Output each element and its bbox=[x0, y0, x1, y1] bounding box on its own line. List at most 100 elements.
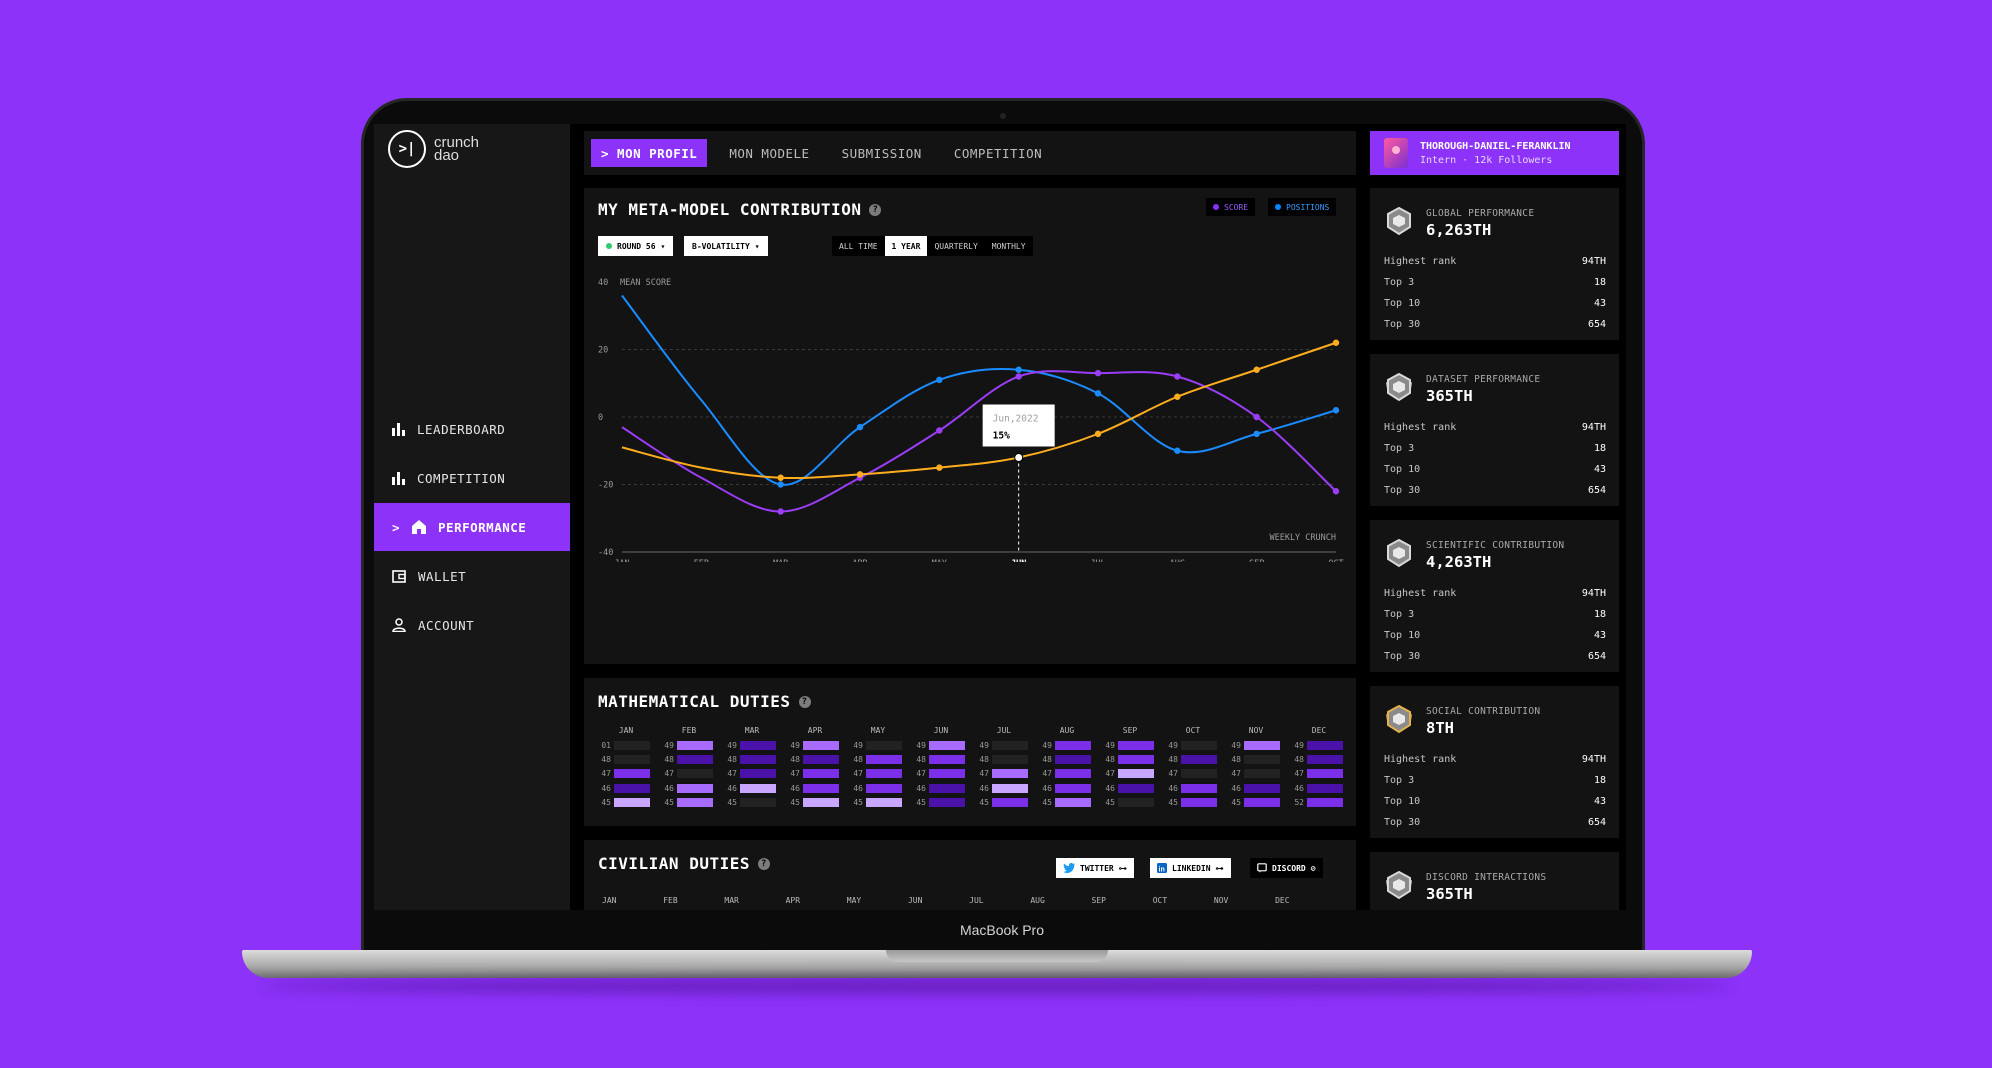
tab-competition[interactable]: COMPETITION bbox=[953, 145, 1043, 161]
sidebar-item-performance[interactable]: > PERFORMANCE bbox=[374, 503, 570, 551]
range-1-year[interactable]: 1 YEAR bbox=[884, 236, 928, 256]
heatmap-cell[interactable] bbox=[866, 798, 902, 808]
heatmap-cell[interactable] bbox=[1307, 798, 1343, 808]
twitter-link[interactable]: TWITTER ⊶ bbox=[1056, 858, 1134, 878]
heatmap-cell[interactable] bbox=[1244, 783, 1280, 793]
heatmap-cell[interactable] bbox=[614, 769, 650, 779]
linkedin-link[interactable]: in LINKEDIN ⊶ bbox=[1150, 858, 1231, 878]
heatmap-cell[interactable] bbox=[1181, 740, 1217, 750]
heatmap-cell[interactable] bbox=[614, 740, 650, 750]
heatmap-cell[interactable] bbox=[1055, 769, 1091, 779]
heatmap-row: 48 bbox=[724, 752, 784, 766]
heatmap-cell[interactable] bbox=[1244, 769, 1280, 779]
heatmap-cell[interactable] bbox=[740, 755, 776, 765]
heatmap-cell[interactable] bbox=[866, 783, 902, 793]
heatmap-row-label: 48 bbox=[727, 755, 737, 765]
sidebar-item-account[interactable]: ACCOUNT bbox=[374, 601, 570, 649]
legend-positions[interactable]: POSITIONS bbox=[1268, 198, 1337, 216]
data-point bbox=[1174, 373, 1181, 380]
round-select[interactable]: ROUND 56 ▾ bbox=[598, 236, 674, 256]
chevron-right-icon: > bbox=[392, 519, 401, 535]
heatmap-cell[interactable] bbox=[677, 783, 713, 793]
help-icon[interactable]: ? bbox=[798, 695, 811, 708]
heatmap-cell[interactable] bbox=[929, 798, 965, 808]
range-all-time[interactable]: ALL TIME bbox=[839, 241, 878, 251]
discord-link[interactable]: DISCORD ⊘ bbox=[1250, 858, 1323, 878]
help-icon[interactable]: ? bbox=[869, 203, 882, 216]
heatmap-cell[interactable] bbox=[992, 783, 1028, 793]
heatmap-cell[interactable] bbox=[1118, 740, 1154, 750]
heatmap-cell[interactable] bbox=[677, 769, 713, 779]
profile-header[interactable]: THOROUGH-DANIEL-FERANKLIN Intern · 12k F… bbox=[1370, 131, 1619, 175]
heatmap-cell[interactable] bbox=[1181, 783, 1217, 793]
heatmap-cell[interactable] bbox=[614, 798, 650, 808]
heatmap-cell[interactable] bbox=[614, 783, 650, 793]
data-point bbox=[1253, 366, 1260, 373]
heatmap-cell[interactable] bbox=[1055, 798, 1091, 808]
range-quarterly[interactable]: QUARTERLY bbox=[934, 241, 978, 251]
heatmap-cell[interactable] bbox=[1307, 755, 1343, 765]
heatmap-cell[interactable] bbox=[866, 740, 902, 750]
civil-month-label: FEB bbox=[663, 896, 678, 905]
heatmap-cell[interactable] bbox=[1118, 755, 1154, 765]
heatmap-cell[interactable] bbox=[1181, 769, 1217, 779]
legend-score[interactable]: SCORE bbox=[1206, 198, 1256, 216]
heatmap-cell[interactable] bbox=[1181, 755, 1217, 765]
heatmap-cell[interactable] bbox=[740, 783, 776, 793]
heatmap-cell[interactable] bbox=[803, 783, 839, 793]
heatmap-cell[interactable] bbox=[1118, 769, 1154, 779]
heatmap-cell[interactable] bbox=[803, 755, 839, 765]
sidebar-item-leaderboard[interactable]: LEADERBOARD bbox=[374, 405, 570, 453]
heatmap-cell[interactable] bbox=[1055, 755, 1091, 765]
card-stat-row: Top 3 18 bbox=[1384, 609, 1606, 630]
heatmap-cell[interactable] bbox=[1307, 769, 1343, 779]
heatmap-cell[interactable] bbox=[1307, 740, 1343, 750]
heatmap-cell[interactable] bbox=[803, 798, 839, 808]
heatmap-cell[interactable] bbox=[929, 783, 965, 793]
stat-card[interactable]: DISCORD INTERACTIONS 365TH bbox=[1370, 852, 1619, 910]
tab-mon-modele[interactable]: MON MODELE bbox=[729, 145, 810, 161]
heatmap-cell[interactable] bbox=[1055, 740, 1091, 750]
stat-card[interactable]: DATASET PERFORMANCE 365TH Highest rank 94TH… bbox=[1370, 354, 1619, 506]
sidebar-item-wallet[interactable]: WALLET bbox=[374, 552, 570, 600]
heatmap-cell[interactable] bbox=[677, 798, 713, 808]
heatmap-cell[interactable] bbox=[929, 740, 965, 750]
heatmap-cell[interactable] bbox=[1307, 783, 1343, 793]
heatmap-cell[interactable] bbox=[992, 755, 1028, 765]
heatmap-cell[interactable] bbox=[866, 755, 902, 765]
heatmap-cell[interactable] bbox=[929, 769, 965, 779]
help-icon[interactable]: ? bbox=[758, 857, 770, 870]
heatmap-cell[interactable] bbox=[1244, 740, 1280, 750]
heatmap-cell[interactable] bbox=[740, 798, 776, 808]
heatmap-cell[interactable] bbox=[1244, 755, 1280, 765]
heatmap-cell[interactable] bbox=[1055, 783, 1091, 793]
heatmap-cell[interactable] bbox=[740, 769, 776, 779]
heatmap-cell[interactable] bbox=[614, 755, 650, 765]
heatmap-cell[interactable] bbox=[1118, 798, 1154, 808]
round-value: ROUND 56 bbox=[617, 241, 656, 251]
stat-card[interactable]: GLOBAL PERFORMANCE 6,263TH Highest rank 94T… bbox=[1370, 188, 1619, 340]
heatmap-cell[interactable] bbox=[803, 740, 839, 750]
heatmap-cell[interactable] bbox=[992, 798, 1028, 808]
range-monthly[interactable]: MONTHLY bbox=[991, 241, 1026, 251]
heatmap-row-label: 47 bbox=[1168, 769, 1178, 779]
logo[interactable]: >| crunch dao bbox=[388, 130, 479, 168]
tab-mon-profil[interactable]: > MON PROFIL bbox=[591, 139, 708, 167]
heatmap-cell[interactable] bbox=[677, 755, 713, 765]
unlink-icon: ⊘ bbox=[1310, 863, 1316, 873]
heatmap-cell[interactable] bbox=[1181, 798, 1217, 808]
heatmap-cell[interactable] bbox=[677, 740, 713, 750]
heatmap-cell[interactable] bbox=[803, 769, 839, 779]
stat-card[interactable]: SOCIAL CONTRIBUTION 8TH Highest rank 94TH To… bbox=[1370, 686, 1619, 838]
sidebar-item-competition[interactable]: COMPETITION bbox=[374, 454, 570, 502]
heatmap-cell[interactable] bbox=[1118, 783, 1154, 793]
volatility-select[interactable]: B-VOLATILITY ▾ bbox=[684, 236, 768, 256]
heatmap-cell[interactable] bbox=[740, 740, 776, 750]
heatmap-cell[interactable] bbox=[1244, 798, 1280, 808]
heatmap-cell[interactable] bbox=[992, 769, 1028, 779]
stat-card[interactable]: SCIENTIFIC CONTRIBUTION 4,263TH Highest ra… bbox=[1370, 520, 1619, 672]
tab-submission[interactable]: SUBMISSION bbox=[841, 145, 922, 161]
heatmap-cell[interactable] bbox=[866, 769, 902, 779]
heatmap-cell[interactable] bbox=[929, 755, 965, 765]
heatmap-cell[interactable] bbox=[992, 740, 1028, 750]
